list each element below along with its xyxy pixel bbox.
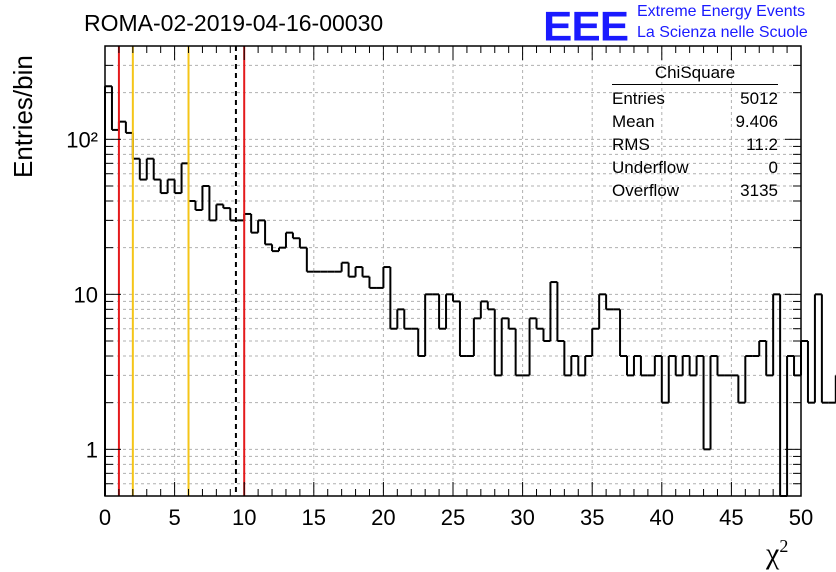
stats-row: Overflow 3135 xyxy=(612,181,778,200)
y-tick-label: 10 xyxy=(74,282,98,307)
stats-row: RMS 11.2 xyxy=(612,135,778,154)
y-axis-label: Entries/bin xyxy=(8,55,38,178)
x-tick-label: 25 xyxy=(441,505,465,530)
stats-row: Underflow 0 xyxy=(612,158,778,177)
x-tick-label: 20 xyxy=(371,505,395,530)
plot-title: ROMA-02-2019-04-16-00030 xyxy=(84,10,384,36)
eee-logo: EEE xyxy=(543,3,629,50)
x-tick-label: 50 xyxy=(789,505,813,530)
stats-row: Mean 9.406 xyxy=(612,112,778,131)
x-tick-label: 35 xyxy=(580,505,604,530)
axes: 0 5 10 15 20 25 30 35 40 45 50 1 10 10² xyxy=(66,45,813,530)
x-tick-label: 40 xyxy=(650,505,674,530)
brand-line-2: La Scienza nelle Scuole xyxy=(637,24,808,41)
x-tick-label: 15 xyxy=(302,505,326,530)
reference-lines xyxy=(117,46,246,496)
y-tick-label: 1 xyxy=(86,437,98,462)
stats-box: ChiSquare Entries 5012 Mean 9.406 RMS 11.2 … xyxy=(612,63,778,202)
y-tick-label: 10² xyxy=(66,127,98,152)
x-tick-label: 10 xyxy=(232,505,256,530)
brand-line-1: Extreme Energy Events xyxy=(637,3,806,20)
x-tick-label: 30 xyxy=(510,505,534,530)
stats-row: Entries 5012 xyxy=(612,89,778,108)
x-tick-label: 5 xyxy=(168,505,180,530)
x-tick-label: 45 xyxy=(719,505,743,530)
x-tick-label: 0 xyxy=(99,505,111,530)
x-axis-label: χ2 xyxy=(766,536,789,570)
stats-title: ChiSquare xyxy=(612,63,778,85)
